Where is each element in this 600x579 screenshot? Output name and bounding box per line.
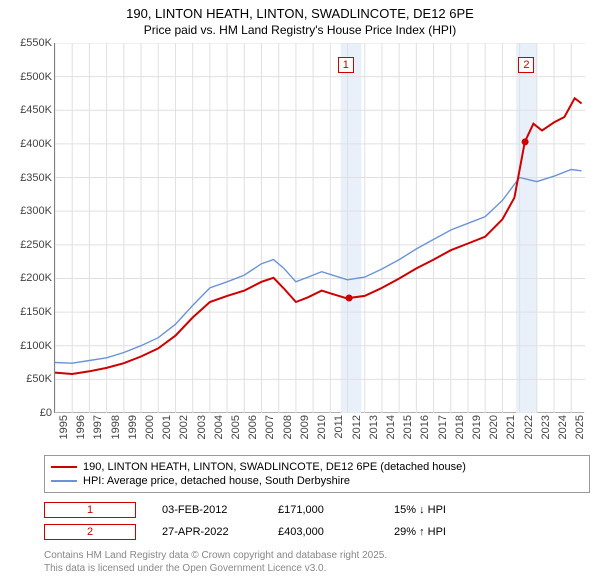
chart-subtitle: Price paid vs. HM Land Registry's House … <box>0 23 600 37</box>
x-tick-label: 2002 <box>178 415 190 439</box>
footer-line: This data is licensed under the Open Gov… <box>44 562 590 575</box>
x-tick-label: 1995 <box>58 415 70 439</box>
event-date: 27-APR-2022 <box>162 526 252 538</box>
y-tick-label: £350K <box>20 172 52 184</box>
legend-item: 190, LINTON HEATH, LINTON, SWADLINCOTE, … <box>51 460 583 474</box>
x-tick-label: 2015 <box>402 415 414 439</box>
legend-label: 190, LINTON HEATH, LINTON, SWADLINCOTE, … <box>83 461 466 473</box>
legend-label: HPI: Average price, detached house, Sout… <box>83 475 350 487</box>
x-tick-label: 1997 <box>92 415 104 439</box>
event-delta: 15% ↓ HPI <box>394 504 484 516</box>
chart-area: £0 £50K £100K £150K £200K £250K £300K £350K £400… <box>10 43 590 451</box>
y-tick-label: £250K <box>20 239 52 251</box>
event-price: £403,000 <box>278 526 368 538</box>
legend-swatch <box>51 466 77 469</box>
x-tick-label: 2011 <box>333 415 345 439</box>
x-tick-label: 2005 <box>230 415 242 439</box>
x-tick-label: 2012 <box>351 415 363 439</box>
x-tick-label: 2021 <box>505 415 517 439</box>
x-tick-label: 2007 <box>264 415 276 439</box>
legend-box: 190, LINTON HEATH, LINTON, SWADLINCOTE, … <box>44 455 590 493</box>
x-tick-label: 2000 <box>144 415 156 439</box>
y-tick-label: £200K <box>20 272 52 284</box>
y-axis-labels: £0£50K£100K£150K£200K£250K£300K£350K£400… <box>10 43 54 413</box>
x-tick-label: 1999 <box>127 415 139 439</box>
chart-container: 190, LINTON HEATH, LINTON, SWADLINCOTE, … <box>0 6 600 575</box>
x-tick-label: 2020 <box>488 415 500 439</box>
y-tick-label: £400K <box>20 138 52 150</box>
x-tick-label: 2013 <box>368 415 380 439</box>
y-tick-label: £100K <box>20 340 52 352</box>
y-tick-label: £500K <box>20 71 52 83</box>
chart-title: 190, LINTON HEATH, LINTON, SWADLINCOTE, … <box>0 6 600 21</box>
x-tick-label: 2001 <box>161 415 173 439</box>
plot-area: 12 <box>54 43 584 413</box>
chart-marker-icon: 2 <box>518 57 534 73</box>
x-tick-label: 2008 <box>282 415 294 439</box>
x-tick-label: 1996 <box>75 415 87 439</box>
y-tick-label: £150K <box>20 306 52 318</box>
x-tick-label: 2023 <box>540 415 552 439</box>
x-tick-label: 2017 <box>437 415 449 439</box>
event-row: 2 27-APR-2022 £403,000 29% ↑ HPI <box>44 521 590 543</box>
x-tick-label: 2025 <box>574 415 586 439</box>
x-tick-label: 2016 <box>419 415 431 439</box>
y-tick-label: £450K <box>20 104 52 116</box>
chart-marker-icon: 1 <box>338 57 354 73</box>
x-tick-label: 2022 <box>523 415 535 439</box>
x-tick-label: 2019 <box>471 415 483 439</box>
events-table: 1 03-FEB-2012 £171,000 15% ↓ HPI 2 27-AP… <box>44 499 590 543</box>
x-tick-label: 2004 <box>213 415 225 439</box>
event-marker-icon: 1 <box>44 502 136 518</box>
x-tick-label: 2014 <box>385 415 397 439</box>
event-row: 1 03-FEB-2012 £171,000 15% ↓ HPI <box>44 499 590 521</box>
x-tick-label: 2024 <box>557 415 569 439</box>
event-price: £171,000 <box>278 504 368 516</box>
legend-item: HPI: Average price, detached house, Sout… <box>51 474 583 488</box>
y-tick-label: £50K <box>26 373 52 385</box>
x-tick-label: 2009 <box>299 415 311 439</box>
y-tick-label: £0 <box>40 407 52 419</box>
x-tick-label: 2018 <box>454 415 466 439</box>
event-marker-icon: 2 <box>44 524 136 540</box>
x-tick-label: 2003 <box>196 415 208 439</box>
footer-line: Contains HM Land Registry data © Crown c… <box>44 549 590 562</box>
y-tick-label: £300K <box>20 205 52 217</box>
y-tick-label: £550K <box>20 37 52 49</box>
x-axis-labels: 1995 1996 1997 1998 1999 2000 2001 2002 2003 2004… <box>54 413 584 451</box>
event-date: 03-FEB-2012 <box>162 504 252 516</box>
footer-text: Contains HM Land Registry data © Crown c… <box>44 549 590 575</box>
x-tick-label: 2010 <box>316 415 328 439</box>
legend-swatch <box>51 480 77 482</box>
x-tick-label: 1998 <box>110 415 122 439</box>
x-tick-label: 2006 <box>247 415 259 439</box>
event-delta: 29% ↑ HPI <box>394 526 484 538</box>
